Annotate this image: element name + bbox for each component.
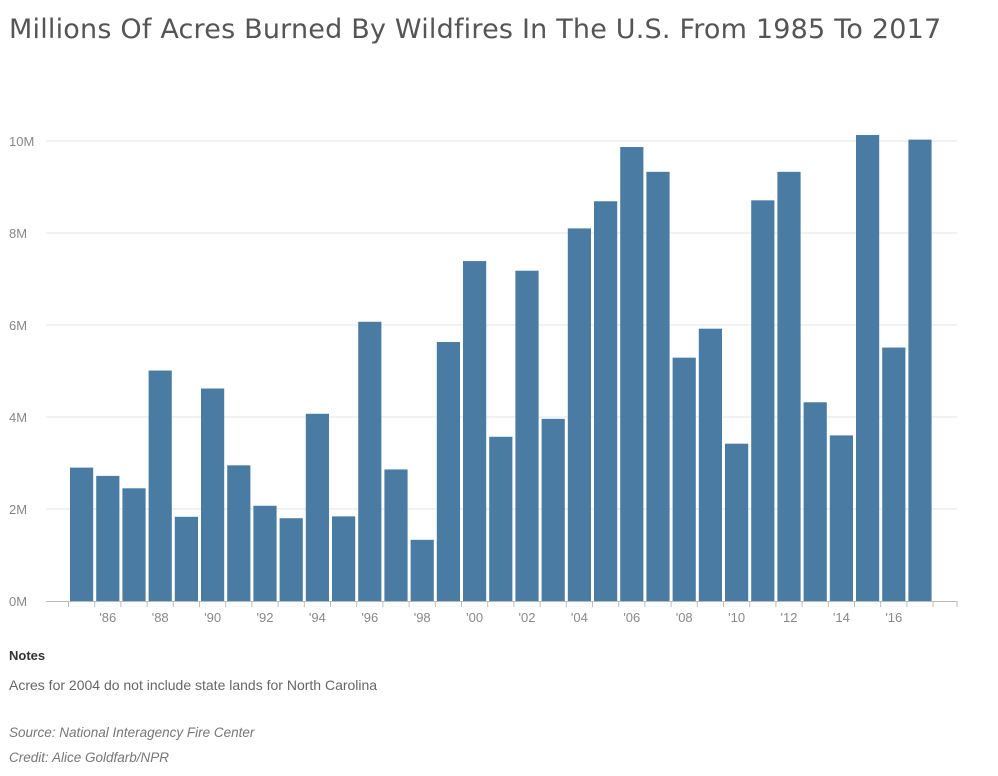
bar-1991: 1991	[227, 465, 251, 601]
x-tick-label: '92	[257, 610, 274, 625]
x-tick-label: '06	[623, 610, 640, 625]
x-tick-label: '96	[361, 610, 378, 625]
bar-2004: 2004	[567, 228, 591, 601]
bar-2010: 2010	[725, 443, 749, 601]
bar-2003: 2003	[541, 418, 565, 601]
bar-2013: 2013	[803, 402, 827, 601]
y-tick-label: 4M	[9, 410, 27, 425]
x-axis-labels: '86 '88 '90 '92 '94 '96 '98 '00 '02 '04 '06 '08 '10 '…	[99, 610, 902, 625]
x-tick-label: '94	[309, 610, 326, 625]
bar-chart: 1985198619871988198919901991199219931994…	[9, 134, 958, 625]
bar-1990: 1990	[201, 388, 225, 601]
bar-2005: 2005	[594, 201, 618, 601]
credit-text: Credit: Alice Goldfarb/NPR	[9, 750, 170, 765]
x-tick-label: '12	[781, 610, 798, 625]
bar-2015: 2015	[856, 135, 880, 601]
bar-1998: 1998	[410, 539, 434, 601]
y-tick-label: 6M	[9, 318, 27, 333]
y-tick-label: 8M	[9, 226, 27, 241]
bar-2012: 2012	[777, 171, 801, 601]
bar-1995: 1995	[332, 516, 356, 601]
bar-1999: 1999	[436, 342, 460, 601]
bar-2014: 2014	[829, 435, 853, 601]
x-tick-label: '08	[676, 610, 693, 625]
bar-1989: 1989	[174, 516, 198, 601]
source-text: Source: National Interagency Fire Center	[9, 725, 255, 740]
chart-title: Millions Of Acres Burned By Wildfires In…	[9, 14, 942, 45]
bar-1997: 1997	[384, 469, 408, 601]
bar-2017: 2017	[908, 139, 932, 601]
bar-2006: 2006	[620, 146, 644, 602]
x-tick-label: '16	[885, 610, 902, 625]
bar-2009: 2009	[698, 328, 722, 601]
bar-2008: 2008	[672, 357, 696, 601]
notes-heading: Notes	[9, 648, 46, 663]
x-tick-label: '98	[414, 610, 431, 625]
x-tick-label: '86	[99, 610, 116, 625]
x-tick-label: '88	[152, 610, 169, 625]
x-tick-label: '14	[833, 610, 850, 625]
y-tick-label: 0M	[9, 594, 27, 609]
bar-1985: 1985	[70, 467, 94, 601]
bar-1987: 1987	[122, 488, 146, 601]
bar-2000: 2000	[463, 261, 487, 601]
x-tick-label: '00	[466, 610, 483, 625]
bar-2016: 2016	[882, 347, 906, 601]
bar-1992: 1992	[253, 505, 277, 601]
bar-1994: 1994	[305, 413, 329, 601]
bar-1993: 1993	[279, 518, 303, 601]
x-tick-label: '90	[204, 610, 221, 625]
x-axis	[46, 601, 958, 607]
x-tick-label: '04	[571, 610, 588, 625]
bar-2007: 2007	[646, 171, 670, 601]
bar-1996: 1996	[358, 321, 382, 601]
y-tick-label: 2M	[9, 502, 27, 517]
bar-2011: 2011	[751, 200, 775, 601]
bar-1988: 1988	[148, 370, 172, 601]
x-tick-label: '02	[519, 610, 536, 625]
bar-1986: 1986	[96, 475, 120, 601]
bar-2002: 2002	[515, 270, 539, 601]
y-tick-label: 10M	[9, 134, 34, 149]
notes-text: Acres for 2004 do not include state land…	[9, 677, 378, 693]
bars: 1985198619871988198919901991199219931994…	[70, 135, 932, 602]
y-axis-labels: 0M 2M 4M 6M 8M 10M	[9, 134, 34, 609]
x-tick-label: '10	[728, 610, 745, 625]
bar-2001: 2001	[489, 436, 513, 601]
